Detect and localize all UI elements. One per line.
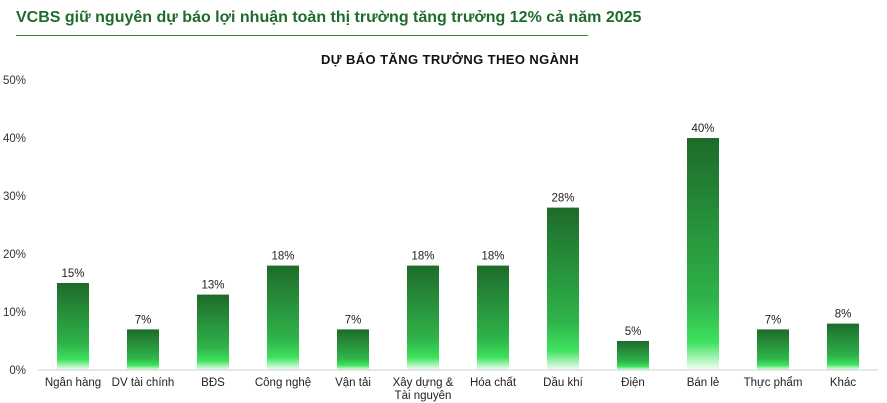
x-tick-label: Hóa chất bbox=[470, 377, 517, 389]
bar-value-label: 7% bbox=[765, 314, 782, 326]
headline: VCBS giữ nguyên dự báo lợi nhuận toàn th… bbox=[16, 9, 642, 26]
bar-value-label: 5% bbox=[625, 326, 642, 338]
x-tick-label: Thực phẩm bbox=[744, 377, 803, 389]
bar bbox=[687, 138, 719, 370]
x-tick-label: Ngân hàng bbox=[45, 377, 101, 389]
bar bbox=[757, 329, 789, 370]
y-tick-label: 10% bbox=[3, 307, 26, 319]
y-tick-label: 0% bbox=[9, 365, 26, 377]
x-tick-label: Công nghệ bbox=[255, 377, 311, 389]
bar bbox=[197, 294, 229, 370]
bar bbox=[57, 283, 89, 370]
x-tick-label: Khác bbox=[830, 377, 856, 389]
chart-title: DỰ BÁO TĂNG TRƯỞNG THEO NGÀNH bbox=[321, 52, 579, 67]
x-tick-label: BĐS bbox=[201, 377, 225, 389]
x-tick-label: Điện bbox=[621, 377, 645, 389]
bar-value-label: 13% bbox=[201, 280, 224, 292]
x-tick-label: Dầu khí bbox=[543, 377, 583, 389]
bar-value-label: 18% bbox=[271, 251, 294, 263]
bar-value-label: 15% bbox=[61, 268, 84, 280]
bar-value-label: 18% bbox=[481, 251, 504, 263]
bar bbox=[477, 265, 509, 370]
bar-value-label: 40% bbox=[691, 123, 714, 135]
y-tick-label: 40% bbox=[3, 133, 26, 145]
bar bbox=[827, 323, 859, 370]
bar-value-label: 28% bbox=[551, 193, 574, 205]
y-tick-label: 50% bbox=[3, 75, 26, 87]
y-tick-label: 30% bbox=[3, 191, 26, 203]
x-tick-label: Xây dựng & Tài nguyên bbox=[393, 377, 454, 402]
bar bbox=[337, 329, 369, 370]
bar bbox=[617, 341, 649, 370]
x-tick-label: Vận tải bbox=[335, 377, 371, 389]
bar bbox=[267, 265, 299, 370]
bar-value-label: 8% bbox=[835, 309, 852, 321]
bar-value-label: 7% bbox=[345, 314, 362, 326]
bar bbox=[127, 329, 159, 370]
bar-value-label: 7% bbox=[135, 314, 152, 326]
bar bbox=[407, 265, 439, 370]
x-tick-label: Bán lẻ bbox=[687, 377, 720, 389]
headline-underline bbox=[16, 35, 588, 36]
bar-value-label: 18% bbox=[411, 251, 434, 263]
y-tick-label: 20% bbox=[3, 249, 26, 261]
x-tick-label: DV tài chính bbox=[112, 377, 175, 389]
bar bbox=[547, 207, 579, 370]
